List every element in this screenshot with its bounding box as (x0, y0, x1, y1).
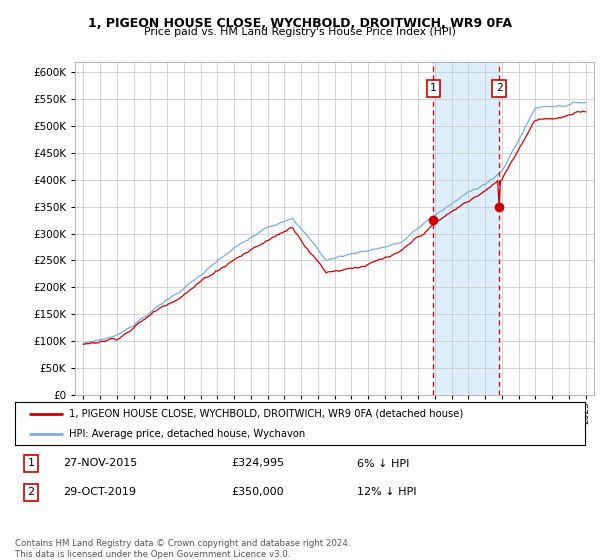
Text: 1: 1 (430, 83, 437, 94)
Text: 2: 2 (28, 487, 35, 497)
Text: 12% ↓ HPI: 12% ↓ HPI (357, 487, 416, 497)
Text: £324,995: £324,995 (232, 459, 285, 469)
Text: 1: 1 (28, 459, 34, 469)
Text: 29-OCT-2019: 29-OCT-2019 (64, 487, 136, 497)
Text: 27-NOV-2015: 27-NOV-2015 (64, 459, 138, 469)
Text: Contains HM Land Registry data © Crown copyright and database right 2024.
This d: Contains HM Land Registry data © Crown c… (15, 539, 350, 559)
Bar (433, 62, 499, 395)
Text: 1, PIGEON HOUSE CLOSE, WYCHBOLD, DROITWICH, WR9 0FA: 1, PIGEON HOUSE CLOSE, WYCHBOLD, DROITWI… (88, 17, 512, 30)
Text: 6% ↓ HPI: 6% ↓ HPI (357, 459, 409, 469)
Text: 2: 2 (496, 83, 502, 94)
Text: 1, PIGEON HOUSE CLOSE, WYCHBOLD, DROITWICH, WR9 0FA (detached house): 1, PIGEON HOUSE CLOSE, WYCHBOLD, DROITWI… (69, 409, 463, 419)
Text: £350,000: £350,000 (232, 487, 284, 497)
Text: HPI: Average price, detached house, Wychavon: HPI: Average price, detached house, Wych… (69, 429, 305, 439)
Text: Price paid vs. HM Land Registry's House Price Index (HPI): Price paid vs. HM Land Registry's House … (144, 27, 456, 37)
